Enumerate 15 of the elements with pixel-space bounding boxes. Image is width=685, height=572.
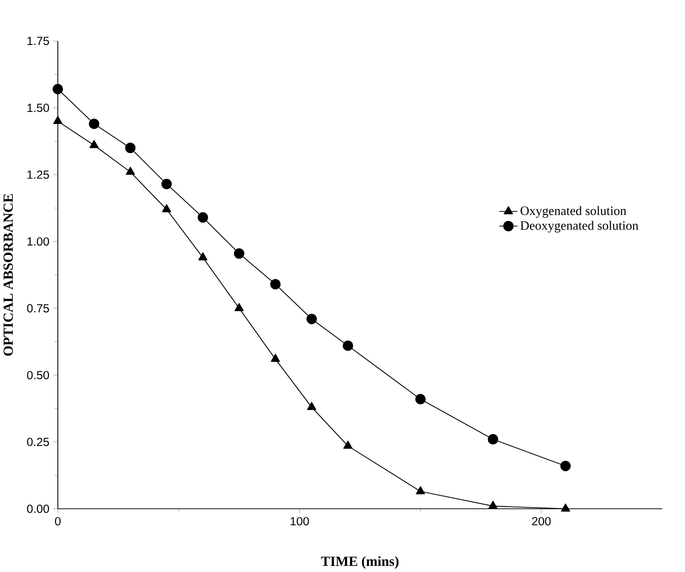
- y-tick-label: 1.00: [28, 237, 49, 246]
- y-tick-label: 0.25: [27, 438, 49, 446]
- y-tick-label: 0.00: [27, 504, 49, 513]
- x-tick-label: 100: [290, 516, 309, 526]
- y-tick-label: 1.50: [28, 104, 49, 112]
- y-axis-title: OPTICAL ABSORBANCE: [4, 194, 13, 356]
- y-tick-label: 1.25: [28, 170, 49, 179]
- y-tick-label: 1.75: [28, 36, 49, 45]
- legend-label: Deoxygenated solution: [520, 220, 638, 232]
- x-axis-title: TIME (mins): [321, 556, 399, 569]
- x-tick-label: 0: [54, 516, 61, 526]
- y-tick-label: 0.50: [27, 370, 49, 380]
- y-tick-label: 0.75: [27, 304, 49, 312]
- x-tick-label: 200: [532, 516, 551, 526]
- legend-label: Oxygenated solution: [520, 206, 626, 218]
